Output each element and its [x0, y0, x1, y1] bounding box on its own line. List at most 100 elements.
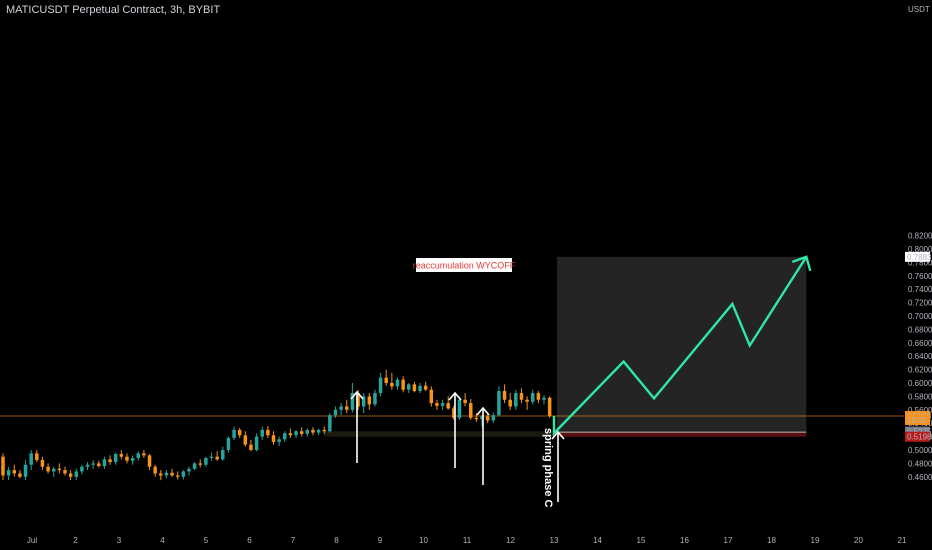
candle	[407, 383, 411, 394]
candle	[367, 393, 372, 410]
candle-body	[345, 406, 349, 410]
candle-body	[243, 435, 248, 445]
candle-body	[68, 473, 73, 477]
candle-body	[469, 403, 473, 418]
time-tick-label: 3	[117, 536, 122, 545]
price-tick-label: 0.7800	[908, 258, 932, 267]
candle-body	[283, 433, 287, 440]
time-tick-label: 11	[463, 536, 472, 545]
time-tick-label: 16	[680, 536, 689, 545]
price-marker-label: 0.5198	[907, 433, 932, 442]
arrow-head	[448, 391, 462, 401]
candle	[97, 460, 101, 468]
price-tick-label: 0.4600	[908, 473, 932, 482]
candle	[395, 377, 400, 390]
candle	[1, 453, 5, 481]
candle-body	[91, 463, 95, 465]
candle-body	[108, 459, 112, 463]
candle	[237, 427, 242, 438]
spring-arrow	[448, 391, 462, 468]
candle	[322, 426, 326, 434]
candle-body	[446, 403, 450, 409]
candle	[175, 471, 180, 480]
candle	[187, 466, 191, 476]
candle-body	[384, 377, 388, 383]
price-tick-label: 0.8200	[908, 232, 932, 241]
candle	[497, 386, 501, 417]
candle	[328, 413, 332, 433]
spring-arrow	[350, 390, 364, 463]
price-marker	[905, 414, 930, 425]
candle-body	[6, 470, 11, 476]
candle	[440, 399, 445, 410]
candle	[378, 372, 383, 397]
candle	[63, 466, 67, 476]
price-tick-label: 0.8000	[908, 245, 932, 254]
candle-body	[530, 393, 535, 402]
candle	[401, 376, 405, 393]
candle-body	[40, 460, 45, 467]
time-tick-label: 4	[160, 536, 165, 545]
candle-body	[226, 437, 231, 450]
candle	[204, 456, 208, 467]
candle	[316, 428, 321, 436]
candle-body	[474, 417, 479, 420]
candle-body	[125, 456, 129, 461]
time-tick-label: 20	[854, 536, 863, 545]
candle-body	[136, 453, 141, 459]
spring-arrow	[551, 430, 565, 502]
price-unit-label: USDT	[908, 5, 930, 14]
candle-body	[29, 453, 33, 465]
candle	[384, 369, 388, 386]
candle	[305, 428, 310, 437]
candle-body	[113, 454, 118, 463]
candle-body	[102, 459, 107, 467]
wyckoff-label-bg	[416, 258, 512, 272]
candle-body	[175, 475, 180, 477]
candle	[254, 433, 259, 452]
time-tick-label: 2	[73, 536, 78, 545]
candle-body	[232, 429, 236, 438]
candle	[345, 399, 349, 414]
candle	[113, 452, 118, 465]
candle-body	[23, 464, 28, 477]
candle	[136, 451, 141, 461]
candle	[373, 389, 377, 407]
candle-body	[209, 456, 214, 459]
candle-body	[63, 470, 67, 474]
candle-body	[429, 389, 434, 404]
candle-body	[361, 396, 366, 407]
candle	[446, 396, 450, 410]
candle	[491, 412, 496, 424]
price-tick-label: 0.7000	[908, 312, 932, 321]
time-tick-label: 14	[593, 536, 602, 545]
candle-body	[74, 471, 79, 477]
candle-body	[463, 399, 467, 404]
candle	[243, 431, 248, 447]
candle	[12, 464, 17, 477]
candle-body	[333, 409, 338, 416]
candle-body	[519, 393, 524, 400]
price-tick-label: 0.7400	[908, 285, 932, 294]
candle	[215, 451, 219, 461]
price-tick-label: 0.6200	[908, 366, 932, 375]
candle-body	[51, 468, 56, 472]
candle-body	[80, 466, 84, 472]
candle	[249, 439, 253, 452]
price-tick-label: 0.6600	[908, 339, 932, 348]
candle-body	[514, 393, 518, 407]
candle-body	[480, 416, 484, 420]
price-tick-label: 0.6800	[908, 325, 932, 334]
price-tick-label: 0.5000	[908, 446, 932, 455]
candle	[6, 466, 11, 481]
candle-body	[452, 408, 456, 418]
candle	[29, 450, 33, 471]
candle	[142, 450, 146, 459]
time-tick-label: Jul	[27, 536, 37, 545]
candle	[23, 460, 28, 481]
candle-body	[328, 415, 332, 432]
candle-body	[525, 399, 529, 402]
candle	[125, 453, 129, 464]
